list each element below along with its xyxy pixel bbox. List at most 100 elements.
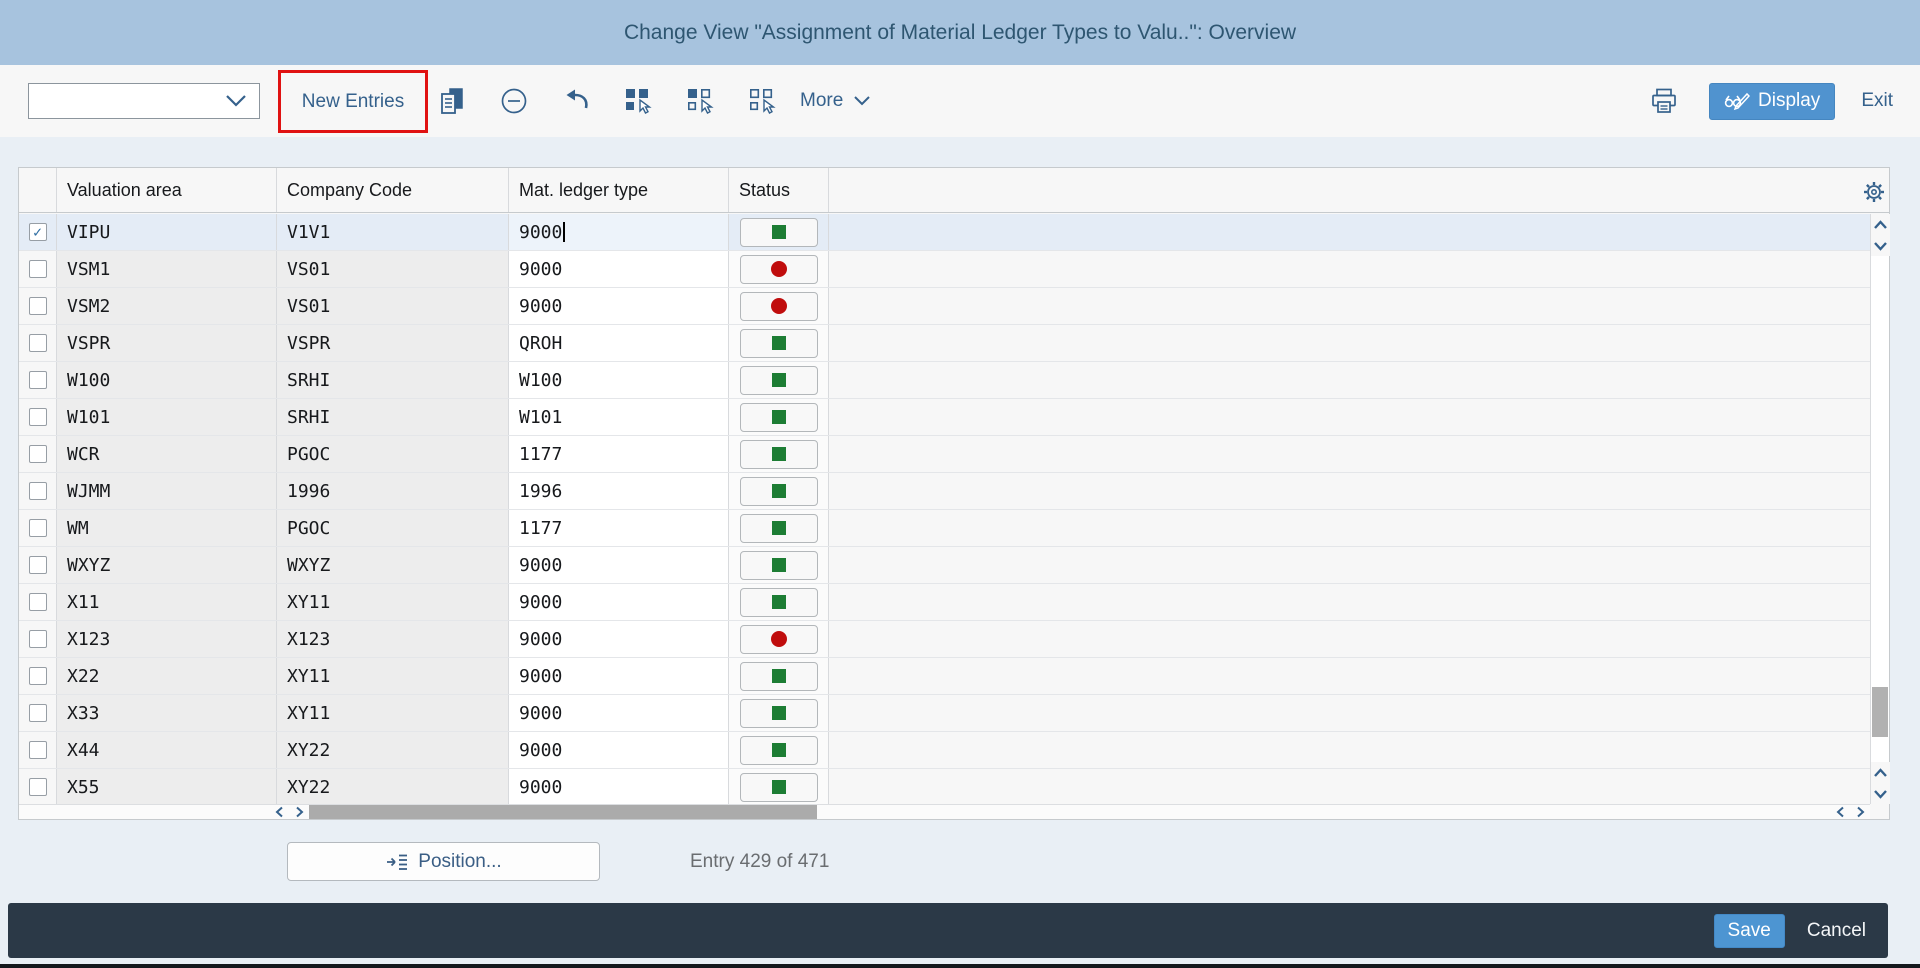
status-button[interactable] <box>739 550 818 580</box>
row-checkbox[interactable] <box>28 334 47 352</box>
cell-company-code[interactable]: XY11 <box>277 695 509 731</box>
row-checkbox[interactable] <box>28 260 47 278</box>
cell-valuation-area[interactable]: WJMM <box>57 473 277 509</box>
cell-mat-ledger-type[interactable]: W101 <box>509 399 729 435</box>
cell-valuation-area[interactable]: X123 <box>57 621 277 657</box>
row-checkbox[interactable] <box>28 519 47 537</box>
cell-company-code[interactable]: SRHI <box>277 362 509 398</box>
row-checkbox[interactable] <box>28 704 47 722</box>
cell-mat-ledger-type[interactable]: 9000 <box>509 214 729 250</box>
horizontal-scrollbar[interactable] <box>19 804 1870 819</box>
cell-valuation-area[interactable]: WM <box>57 510 277 546</box>
status-button[interactable] <box>739 254 818 284</box>
deselect-all-icon[interactable] <box>743 83 781 119</box>
row-checkbox[interactable] <box>28 556 47 574</box>
cell-mat-ledger-type[interactable]: W100 <box>509 362 729 398</box>
horizontal-scrollbar-thumb[interactable] <box>309 805 817 819</box>
select-all-icon[interactable] <box>619 83 657 119</box>
cell-company-code[interactable]: XY11 <box>277 584 509 620</box>
status-button[interactable] <box>739 476 818 506</box>
header-status[interactable]: Status <box>729 168 829 212</box>
scroll-right-icon[interactable] <box>289 805 309 819</box>
transaction-combobox[interactable] <box>28 83 260 119</box>
undo-icon[interactable] <box>557 83 595 119</box>
status-button[interactable] <box>739 624 818 654</box>
copy-icon[interactable] <box>433 83 471 119</box>
cell-company-code[interactable]: WXYZ <box>277 547 509 583</box>
status-button[interactable] <box>739 328 818 358</box>
status-button[interactable] <box>739 217 818 247</box>
cell-mat-ledger-type[interactable]: 9000 <box>509 732 729 768</box>
cell-valuation-area[interactable]: VSM1 <box>57 251 277 287</box>
cell-mat-ledger-type[interactable]: 1177 <box>509 510 729 546</box>
scroll-down-icon[interactable] <box>1871 783 1890 804</box>
cell-valuation-area[interactable]: X55 <box>57 769 277 804</box>
vertical-scrollbar[interactable] <box>1870 214 1890 804</box>
cell-company-code[interactable]: X123 <box>277 621 509 657</box>
header-select-column[interactable] <box>19 168 57 212</box>
scroll-up-icon[interactable] <box>1871 762 1890 783</box>
row-checkbox[interactable] <box>28 297 47 315</box>
status-button[interactable] <box>739 735 818 765</box>
cell-mat-ledger-type[interactable]: 1177 <box>509 436 729 472</box>
cell-valuation-area[interactable]: X22 <box>57 658 277 694</box>
row-checkbox[interactable] <box>28 371 47 389</box>
cell-valuation-area[interactable]: X33 <box>57 695 277 731</box>
cell-mat-ledger-type[interactable]: 9000 <box>509 769 729 804</box>
cell-company-code[interactable]: PGOC <box>277 436 509 472</box>
scroll-right-icon[interactable] <box>1850 805 1870 819</box>
save-button[interactable]: Save <box>1713 913 1785 948</box>
header-valuation-area[interactable]: Valuation area <box>57 168 277 212</box>
cell-valuation-area[interactable]: X11 <box>57 584 277 620</box>
row-checkbox[interactable] <box>28 445 47 463</box>
cell-valuation-area[interactable]: W100 <box>57 362 277 398</box>
scroll-down-icon[interactable] <box>1871 235 1890 256</box>
vertical-scrollbar-thumb[interactable] <box>1872 687 1888 737</box>
cell-company-code[interactable]: XY22 <box>277 769 509 804</box>
row-checkbox[interactable] <box>28 408 47 426</box>
select-block-icon[interactable] <box>681 83 719 119</box>
cell-company-code[interactable]: V1V1 <box>277 214 509 250</box>
cell-company-code[interactable]: VS01 <box>277 251 509 287</box>
row-checkbox[interactable] <box>28 593 47 611</box>
display-button[interactable]: Display <box>1709 82 1836 120</box>
status-button[interactable] <box>739 439 818 469</box>
circled-minus-icon[interactable] <box>495 83 533 119</box>
cell-mat-ledger-type[interactable]: 9000 <box>509 621 729 657</box>
header-company-code[interactable]: Company Code <box>277 168 509 212</box>
cell-mat-ledger-type[interactable]: 9000 <box>509 547 729 583</box>
scroll-left-icon[interactable] <box>269 805 289 819</box>
scroll-left-icon[interactable] <box>1830 805 1850 819</box>
more-menu[interactable]: More <box>800 83 871 119</box>
cell-company-code[interactable]: XY11 <box>277 658 509 694</box>
row-checkbox[interactable] <box>28 223 47 241</box>
cell-valuation-area[interactable]: WXYZ <box>57 547 277 583</box>
new-entries-button[interactable]: New Entries <box>301 90 405 112</box>
cancel-button[interactable]: Cancel <box>1806 919 1866 941</box>
cell-mat-ledger-type[interactable]: 1996 <box>509 473 729 509</box>
scroll-up-icon[interactable] <box>1871 214 1890 235</box>
cell-mat-ledger-type[interactable]: 9000 <box>509 288 729 324</box>
status-button[interactable] <box>739 661 818 691</box>
cell-mat-ledger-type[interactable]: QROH <box>509 325 729 361</box>
gear-icon[interactable] <box>1861 179 1887 205</box>
cell-valuation-area[interactable]: VSPR <box>57 325 277 361</box>
status-button[interactable] <box>739 513 818 543</box>
cell-company-code[interactable]: XY22 <box>277 732 509 768</box>
cell-valuation-area[interactable]: VIPU <box>57 214 277 250</box>
position-button[interactable]: Position... <box>287 842 600 881</box>
printer-icon[interactable] <box>1645 83 1683 119</box>
row-checkbox[interactable] <box>28 482 47 500</box>
cell-company-code[interactable]: VSPR <box>277 325 509 361</box>
cell-valuation-area[interactable]: W101 <box>57 399 277 435</box>
cell-company-code[interactable]: PGOC <box>277 510 509 546</box>
status-button[interactable] <box>739 698 818 728</box>
cell-mat-ledger-type[interactable]: 9000 <box>509 658 729 694</box>
row-checkbox[interactable] <box>28 630 47 648</box>
cell-mat-ledger-type[interactable]: 9000 <box>509 251 729 287</box>
cell-mat-ledger-type[interactable]: 9000 <box>509 584 729 620</box>
header-mat-ledger-type[interactable]: Mat. ledger type <box>509 168 729 212</box>
cell-mat-ledger-type[interactable]: 9000 <box>509 695 729 731</box>
cell-valuation-area[interactable]: WCR <box>57 436 277 472</box>
status-button[interactable] <box>739 587 818 617</box>
